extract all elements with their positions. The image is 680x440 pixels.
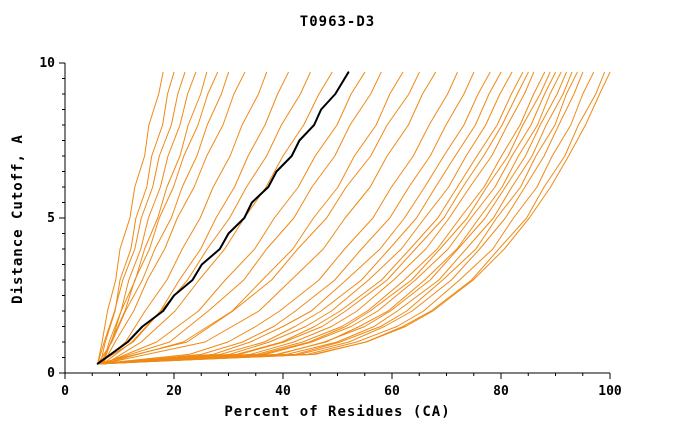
series-line [102,71,573,365]
series-line [102,71,219,365]
series-line [97,71,420,365]
series-line [99,71,458,365]
series-line [99,71,382,365]
series-line [99,71,513,365]
series-line [102,71,437,365]
series-line [99,71,567,365]
series-line [99,71,175,365]
y-tick-label: 5 [47,211,55,226]
y-tick-label: 10 [39,56,55,71]
series-line [97,71,164,365]
x-tick-label: 0 [61,384,69,399]
x-axis-label: Percent of Residues (CA) [224,404,451,420]
reference-series-line [96,71,350,365]
series-line [102,71,246,365]
series-line [102,71,562,365]
series-line [102,71,584,365]
series-line [97,71,556,365]
series-line [102,71,551,365]
series-line [97,71,186,365]
series-line [102,71,289,365]
x-tick-label: 80 [493,384,509,399]
series-line [97,71,578,365]
series-line [99,71,546,365]
x-tick-label: 40 [275,384,291,399]
series-line [97,71,529,365]
series-line [99,71,595,365]
series-line [102,71,502,365]
series-line [97,71,229,365]
chart-title: T0963-D3 [299,14,376,30]
series-line [97,71,311,365]
series-line [102,71,197,365]
x-tick-label: 60 [384,384,400,399]
y-tick-label: 0 [47,366,55,381]
series-line [99,71,268,365]
series-line [97,71,611,365]
x-tick-label: 100 [598,384,622,399]
series-line [97,71,491,365]
series-line [102,71,524,365]
series-line [102,71,475,365]
series-line [99,71,208,365]
series-line [102,71,366,365]
x-tick-label: 20 [166,384,182,399]
series-line [102,71,404,365]
series-line [102,71,535,365]
